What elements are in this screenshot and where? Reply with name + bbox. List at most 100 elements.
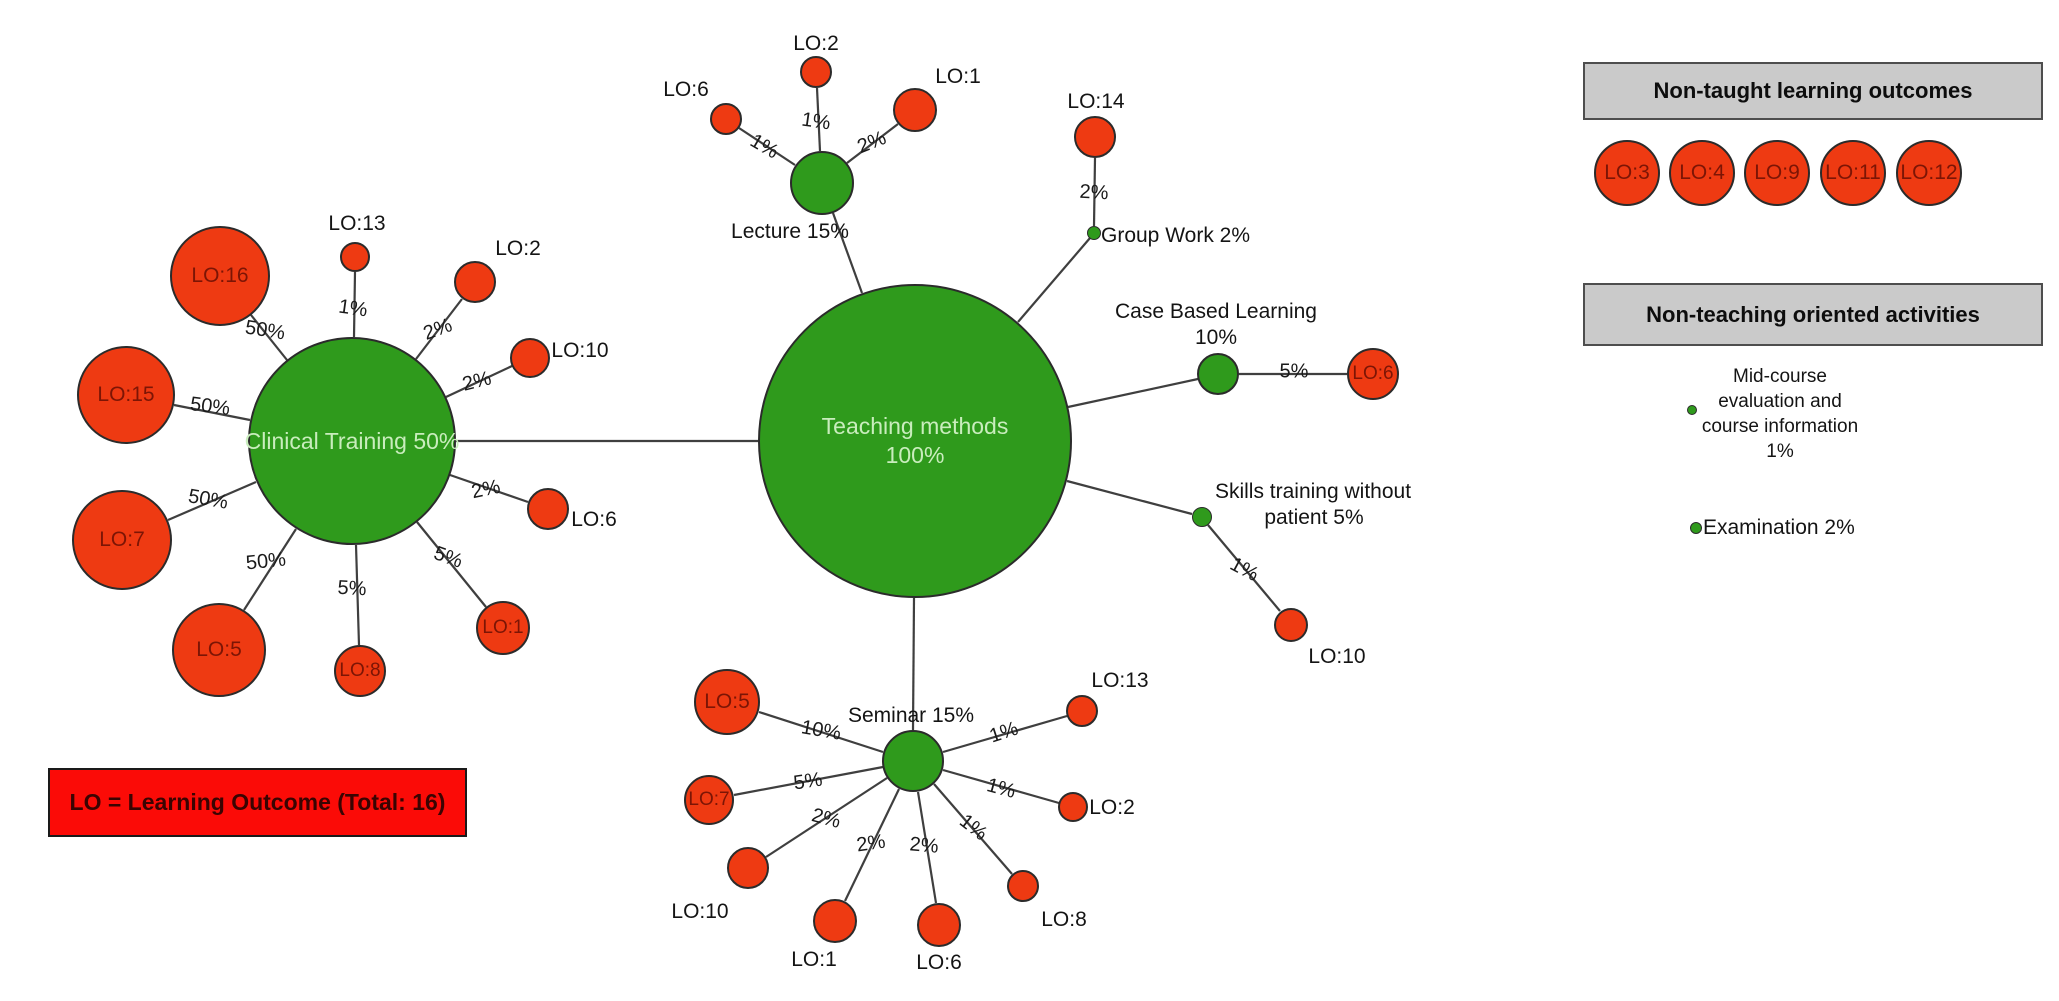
- lo-text: LO:11: [1825, 161, 1881, 184]
- edge-clinical-lo1: [416, 521, 487, 608]
- mid-course-line4: 1%: [1766, 441, 1794, 462]
- group-work-label: Group Work 2%: [1101, 224, 1250, 247]
- edge-clinical-lo16: [250, 314, 288, 361]
- edge-central-groupwork: [1017, 237, 1091, 323]
- lo-label-clinical-lo13: LO:13: [328, 212, 386, 235]
- examination-label: Examination 2%: [1703, 516, 1855, 539]
- lo-label-clinical-lo2: LO:2: [495, 237, 541, 260]
- lo-label-lecture-lo1: LO:1: [935, 65, 981, 88]
- lo-text: LO:1: [482, 617, 524, 638]
- lo-node-seminar-lo8: [1007, 870, 1039, 902]
- edge-central-casebased: [1067, 377, 1199, 409]
- seminar-label: Seminar 15%: [847, 704, 975, 727]
- lo-label-lecture-lo2: LO:2: [793, 32, 839, 55]
- edge-central-seminar: [911, 597, 916, 731]
- mid-course-line3: course information: [1701, 416, 1859, 437]
- edge-seminar-lo6: [916, 791, 938, 904]
- lo-label-clinical-lo6: LO:6: [571, 508, 617, 531]
- lo-label-groupwork-lo14: LO:14: [1067, 90, 1125, 113]
- pct-seminar-lo7: 5%: [792, 768, 824, 795]
- lo-node-lecture-lo2: [800, 56, 832, 88]
- lo-text: LO:16: [191, 264, 249, 287]
- pct-clinical-lo5: 50%: [244, 548, 288, 575]
- lo-node-clinical-lo13: [340, 242, 370, 272]
- edge-seminar-lo8: [933, 783, 1013, 875]
- edge-seminar-lo1: [844, 788, 900, 902]
- edge-lecture-lo1: [846, 123, 899, 164]
- lo-node-clinical-lo7: LO:7: [72, 490, 172, 590]
- lo-text: LO:6: [1352, 363, 1394, 384]
- lo-text: LO:12: [1900, 161, 1958, 184]
- lo-label-seminar-lo10: LO:10: [671, 900, 729, 923]
- edge-clinical-lo15: [173, 403, 251, 422]
- case-based-title: Case Based Learning: [1115, 300, 1317, 323]
- teaching-methods-percent: 100%: [885, 442, 945, 468]
- lo-label-seminar-lo6: LO:6: [916, 951, 962, 974]
- lo-label-seminar-lo8: LO:8: [1041, 908, 1087, 931]
- pct-clinical-lo8: 5%: [337, 576, 368, 601]
- lo-node-lecture-lo6: [710, 103, 742, 135]
- node-mid-course-dot: [1687, 405, 1697, 415]
- lo-node-seminar-lo1: [813, 899, 857, 943]
- pct-seminar-lo1: 2%: [855, 830, 887, 857]
- edge-clinical-lo5: [243, 528, 297, 611]
- lo-node-nontaught-lo4: LO:4: [1669, 140, 1735, 206]
- lo-label-seminar-lo2: LO:2: [1089, 796, 1135, 819]
- edge-seminar-lo5: [758, 710, 884, 754]
- lo-node-seminar-lo6: [917, 903, 961, 947]
- mid-course-line1: Mid-course: [1733, 366, 1827, 387]
- pct-groupwork-lo14: 2%: [1079, 180, 1110, 205]
- edge-clinical-lo13: [352, 271, 357, 338]
- edge-skills-lo10: [1207, 524, 1281, 612]
- legend-text: LO = Learning Outcome (Total: 16): [69, 789, 446, 815]
- lo-node-clinical-lo10: [510, 338, 550, 378]
- lo-node-seminar-lo5: LO:5: [694, 669, 760, 735]
- node-group-work: [1087, 226, 1101, 240]
- lo-node-clinical-lo2: [454, 261, 496, 303]
- pct-lecture-lo2: 1%: [800, 108, 832, 135]
- edge-seminar-lo2: [942, 768, 1060, 805]
- edge-seminar-lo7: [733, 765, 884, 797]
- node-seminar: [882, 730, 944, 792]
- mid-course-text: Mid-course evaluation and course informa…: [1702, 364, 1858, 464]
- lecture-label: Lecture 15%: [731, 220, 849, 243]
- lo-node-clinical-lo15: LO:15: [77, 346, 175, 444]
- panel-non-taught-header: Non-taught learning outcomes: [1583, 62, 2043, 120]
- case-based-percent: 10%: [1194, 326, 1238, 349]
- lo-text: LO:15: [97, 383, 155, 406]
- mid-course-line2: evaluation and: [1718, 391, 1842, 412]
- edge-clinical-lo6: [449, 473, 529, 504]
- node-case-based-learning: [1197, 353, 1239, 395]
- edge-central-lecture: [831, 212, 864, 294]
- panel-non-teaching-title: Non-teaching oriented activities: [1646, 301, 1980, 327]
- lo-node-nontaught-lo3: LO:3: [1594, 140, 1660, 206]
- edge-lecture-lo2: [815, 87, 822, 152]
- lo-text: LO:4: [1679, 161, 1725, 184]
- node-examination-dot: [1690, 522, 1702, 534]
- lo-node-clinical-lo8: LO:8: [334, 645, 386, 697]
- skills-title-line1: Skills training without: [1214, 480, 1412, 503]
- edge-seminar-lo13: [942, 714, 1068, 754]
- lo-node-groupwork-lo14: [1074, 116, 1116, 158]
- lo-label-clinical-lo10: LO:10: [551, 339, 609, 362]
- panel-non-teaching-header: Non-teaching oriented activities: [1583, 283, 2043, 346]
- lo-node-nontaught-lo9: LO:9: [1744, 140, 1810, 206]
- lo-node-seminar-lo2: [1058, 792, 1088, 822]
- lo-text: LO:5: [196, 638, 242, 661]
- node-teaching-methods: Teaching methods 100%: [758, 284, 1072, 598]
- lo-text: LO:8: [339, 660, 381, 681]
- lo-node-seminar-lo7: LO:7: [684, 775, 734, 825]
- lo-node-clinical-lo5: LO:5: [172, 603, 266, 697]
- lo-node-clinical-lo16: LO:16: [170, 226, 270, 326]
- lo-text: LO:5: [704, 690, 750, 713]
- lo-node-clinical-lo6: [527, 488, 569, 530]
- lo-text: LO:7: [99, 528, 145, 551]
- edge-clinical-lo8: [354, 544, 361, 646]
- lo-text: LO:9: [1754, 161, 1800, 184]
- lo-node-lecture-lo1: [893, 88, 937, 132]
- node-skills-training: [1192, 507, 1212, 527]
- lo-text: LO:7: [688, 789, 730, 810]
- edge-central-skills: [1066, 479, 1193, 516]
